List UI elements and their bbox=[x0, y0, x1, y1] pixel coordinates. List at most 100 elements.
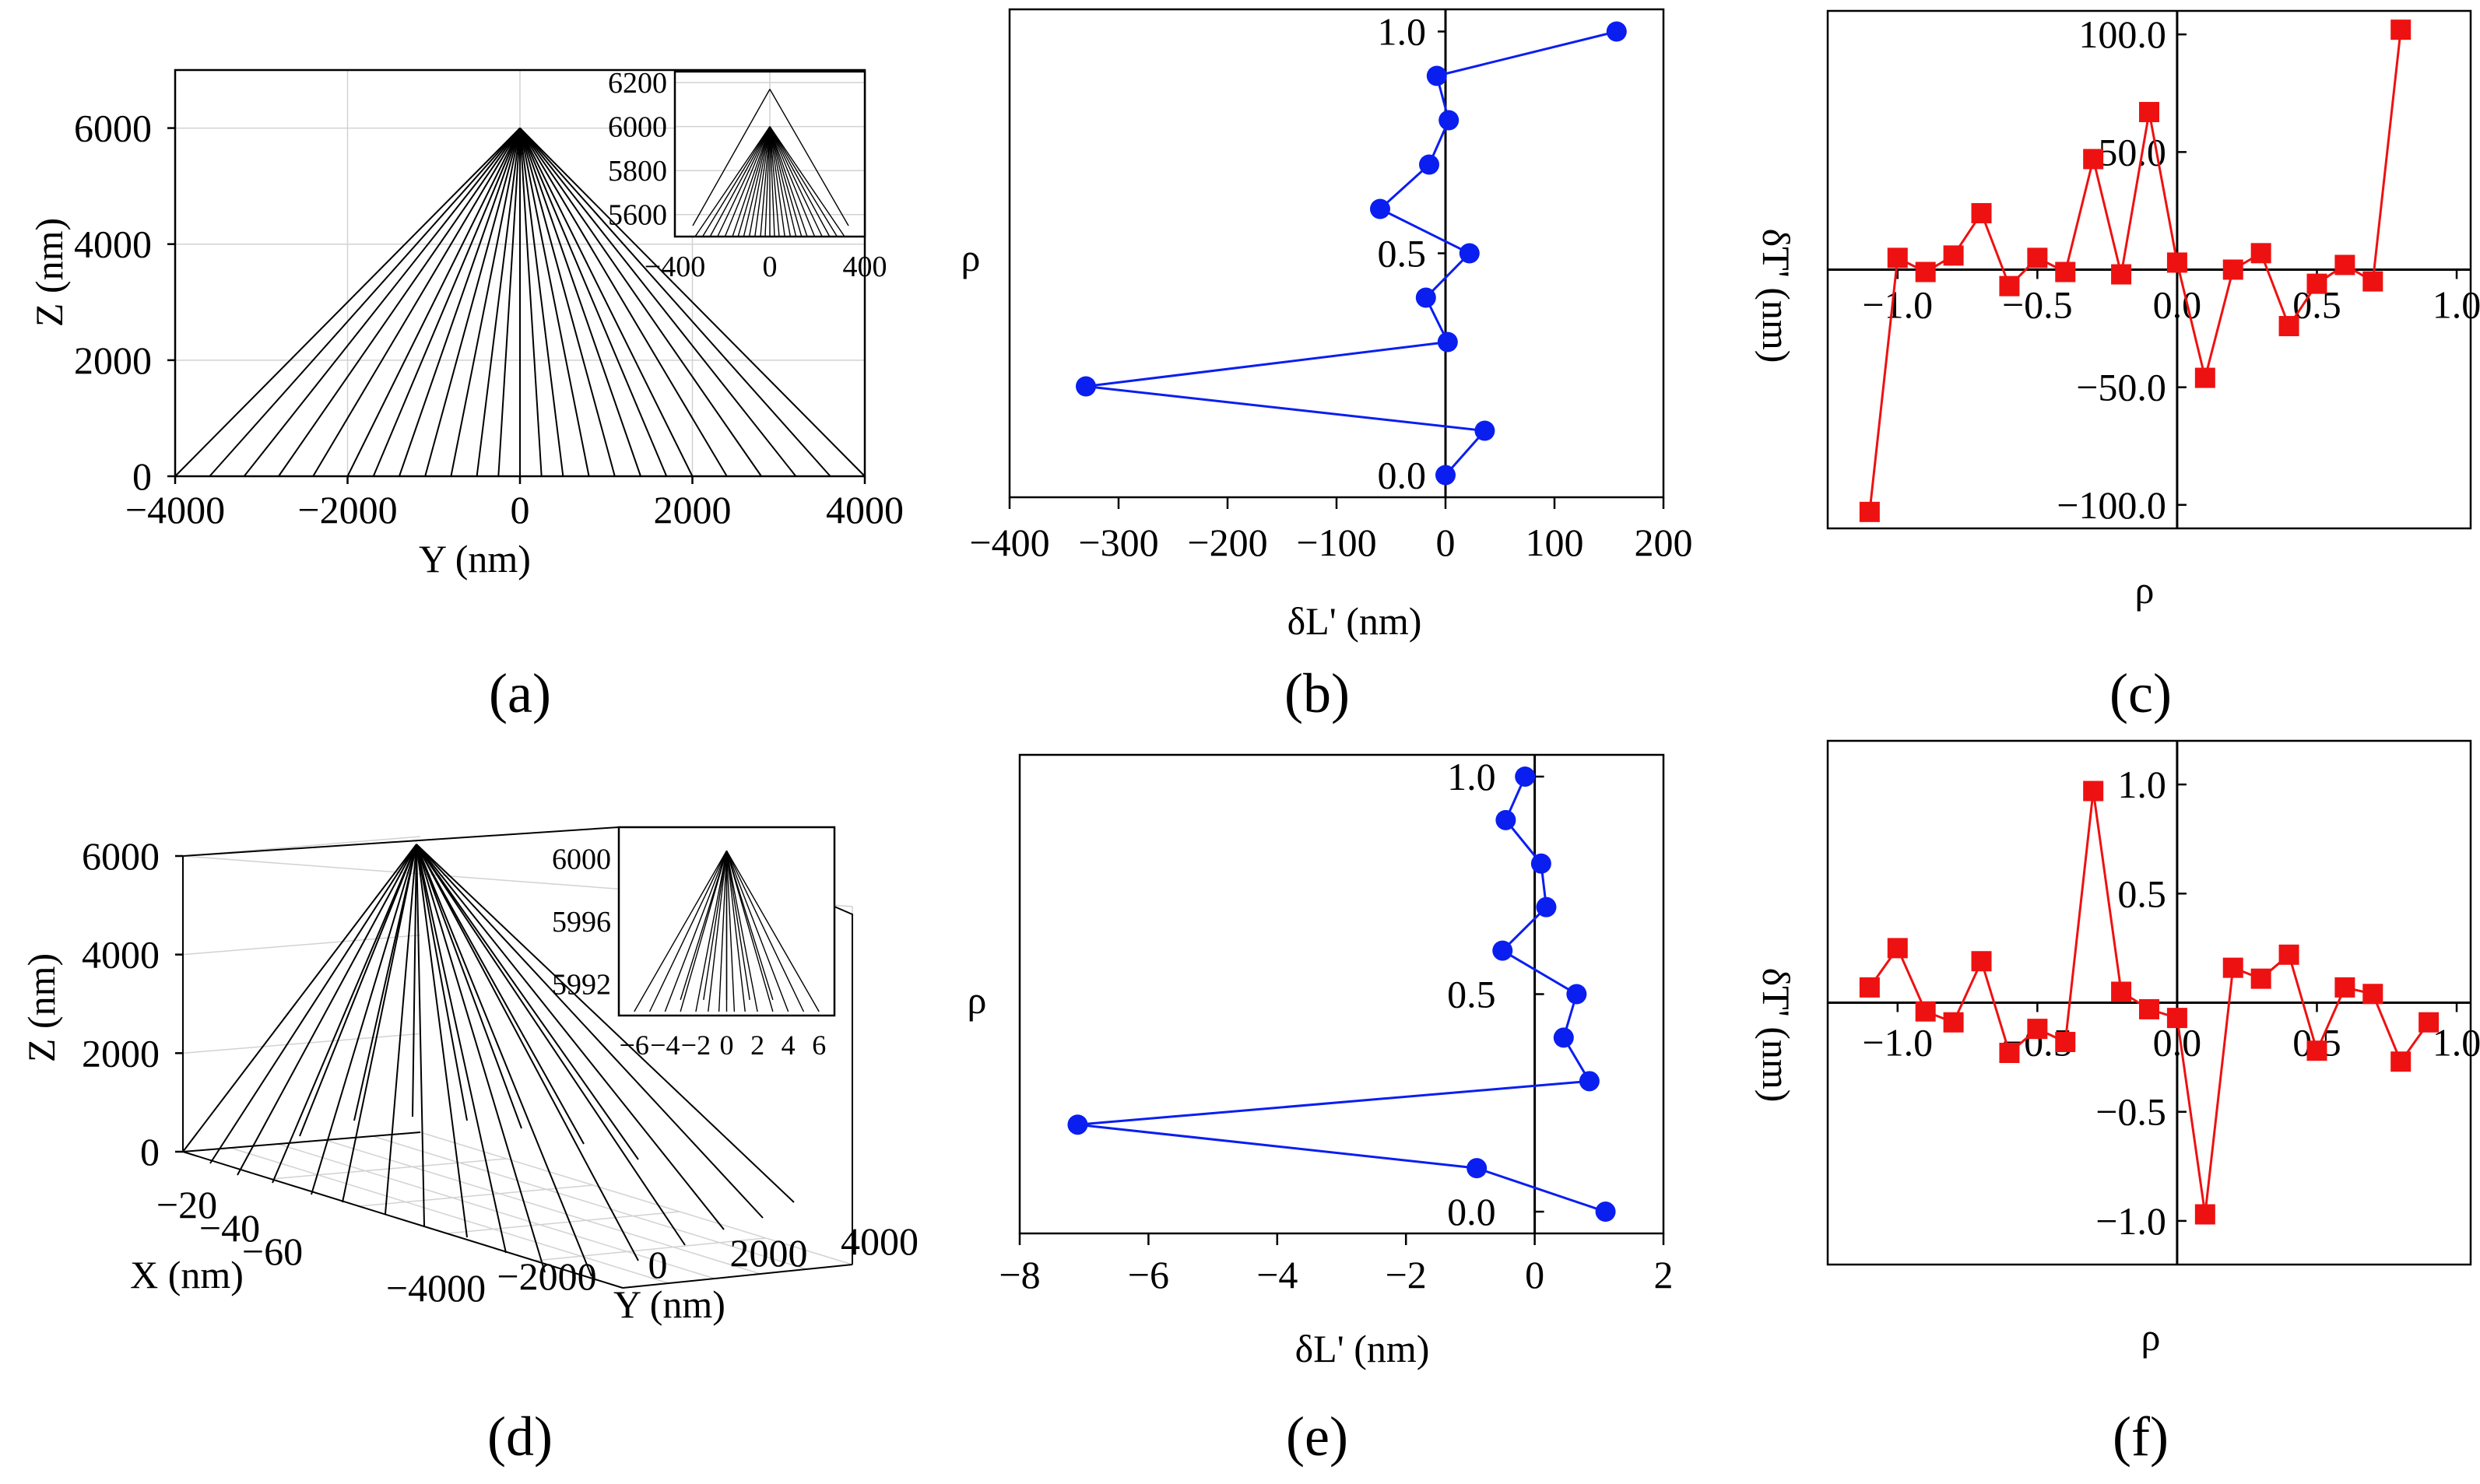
tick-label-a-y: 6000 bbox=[74, 107, 152, 150]
data-point-b bbox=[1426, 65, 1447, 86]
inset-d-tick-x: −6 bbox=[620, 1030, 649, 1061]
panel-e-frame bbox=[1018, 753, 1665, 1235]
ray-a bbox=[372, 128, 521, 477]
inset-a-ray bbox=[769, 89, 849, 226]
data-point-b bbox=[1606, 21, 1627, 42]
inset-a-ray bbox=[769, 126, 816, 237]
ray-d bbox=[416, 844, 468, 1121]
data-point-e bbox=[1467, 1158, 1488, 1179]
inset-a-frame bbox=[673, 70, 866, 238]
ray-d bbox=[416, 844, 546, 1273]
inset-d-ray bbox=[725, 850, 805, 1012]
tick-label-d-x: −20 bbox=[156, 1183, 217, 1226]
data-point-e bbox=[1530, 853, 1551, 874]
inset-d-ray bbox=[634, 850, 728, 1012]
ray-d bbox=[342, 844, 417, 1203]
panel-label-e: (e) bbox=[1286, 1405, 1348, 1468]
inset-a-ray bbox=[769, 126, 803, 237]
tick-label-b-x: −100 bbox=[1296, 521, 1376, 564]
inset-a-ray bbox=[769, 126, 808, 237]
tick-label-d-z: 4000 bbox=[82, 933, 160, 977]
data-point-c bbox=[2083, 149, 2104, 170]
series-line-e bbox=[1077, 776, 1607, 1213]
ray-d bbox=[182, 844, 417, 1152]
inset-a-ray bbox=[769, 126, 775, 237]
inset-d-ray bbox=[680, 851, 728, 1012]
ray-d bbox=[412, 844, 417, 1117]
panel-d-xlabel: X (nm) bbox=[130, 1253, 244, 1296]
inset-d-ray bbox=[725, 851, 736, 1012]
panel-a-xlabel: Y (nm) bbox=[419, 537, 531, 581]
panel-b-ylabel: ρ bbox=[961, 236, 981, 279]
tick-label-d-y: −2000 bbox=[497, 1254, 596, 1298]
inset-a-ray bbox=[764, 126, 771, 237]
data-point-f bbox=[2250, 968, 2271, 989]
data-point-b bbox=[1474, 420, 1495, 441]
panel-c-ylabel: δT' (nm) bbox=[1755, 229, 1798, 363]
ray-a bbox=[243, 127, 521, 477]
floor-grid-d bbox=[230, 1147, 669, 1284]
ray-a bbox=[476, 128, 521, 477]
tick-label-d-z: 2000 bbox=[82, 1031, 160, 1075]
tick-label-a-y: 0 bbox=[132, 454, 152, 498]
inset-d-tick-x: 4 bbox=[782, 1030, 796, 1061]
floor-grid-d bbox=[534, 1237, 767, 1261]
tick-label-d-y: 2000 bbox=[730, 1231, 808, 1275]
tick-label-f-y: −0.5 bbox=[2095, 1090, 2166, 1134]
tick-label-b-y: 1.0 bbox=[1378, 10, 1427, 54]
data-point-c bbox=[2139, 101, 2159, 122]
tick-label-e-x: −2 bbox=[1386, 1253, 1427, 1296]
tick-label-d-y: 0 bbox=[648, 1243, 668, 1286]
inset-a-ray bbox=[769, 126, 823, 237]
data-point-c bbox=[2055, 261, 2076, 282]
tick-label-a-x: −2000 bbox=[297, 488, 397, 532]
ray-d bbox=[299, 844, 417, 1137]
ray-d bbox=[272, 844, 417, 1184]
data-point-f bbox=[2390, 1051, 2412, 1072]
ray-a bbox=[424, 128, 521, 477]
data-point-c bbox=[1859, 501, 1880, 522]
data-point-f bbox=[1887, 938, 1908, 959]
inset-d-tick-y: 5992 bbox=[552, 969, 611, 1002]
ray-a bbox=[519, 127, 831, 477]
ray-d bbox=[209, 844, 417, 1164]
tick-label-d-y: −4000 bbox=[386, 1266, 486, 1310]
inset-a-ray bbox=[769, 126, 845, 237]
ray-a bbox=[519, 128, 564, 477]
inset-d-tick-x: 0 bbox=[720, 1030, 734, 1061]
inset-a-ray bbox=[732, 126, 771, 237]
inset-d-ray bbox=[680, 851, 728, 1001]
ray-a bbox=[519, 128, 694, 477]
data-point-c bbox=[1999, 275, 2020, 296]
wall-grid-d bbox=[182, 1033, 421, 1054]
inset-d-ray bbox=[725, 850, 820, 1012]
tick-label-f-y: 1.0 bbox=[2117, 763, 2166, 806]
ray-d bbox=[416, 844, 592, 1277]
panel-c-xlabel: ρ bbox=[2135, 568, 2155, 612]
panel-label-c: (c) bbox=[2109, 662, 2172, 724]
inset-a-ray bbox=[737, 126, 771, 237]
data-point-f bbox=[2362, 984, 2383, 1005]
ray-a bbox=[312, 128, 521, 477]
data-point-b bbox=[1419, 154, 1439, 175]
box-edge-d bbox=[182, 1131, 421, 1152]
inset-a-tick-y: 6000 bbox=[608, 111, 667, 144]
data-point-c bbox=[2278, 316, 2299, 337]
ray-a bbox=[346, 128, 521, 477]
data-point-e bbox=[1067, 1114, 1088, 1135]
inset-d-ray bbox=[725, 851, 750, 1000]
data-point-c bbox=[2250, 243, 2271, 264]
ray-a bbox=[519, 128, 616, 477]
ray-a bbox=[519, 128, 590, 477]
ray-d bbox=[416, 844, 425, 1226]
tick-label-d-z: 6000 bbox=[82, 834, 160, 878]
panel-f-deltaT-plot: −1.0−0.50.00.51.0−1.0−0.50.51.0 ρ δT' (n… bbox=[1755, 739, 2480, 1468]
panel-label-f: (f) bbox=[2113, 1405, 2169, 1468]
tick-label-b-x: −400 bbox=[969, 521, 1049, 564]
inset-d-ray bbox=[725, 851, 774, 1012]
inset-d-ray bbox=[708, 851, 728, 1012]
data-point-f bbox=[2139, 998, 2159, 1019]
inset-d-tick-x: −2 bbox=[681, 1030, 711, 1061]
inset-d-ray bbox=[664, 850, 728, 1012]
data-point-e bbox=[1579, 1071, 1600, 1092]
